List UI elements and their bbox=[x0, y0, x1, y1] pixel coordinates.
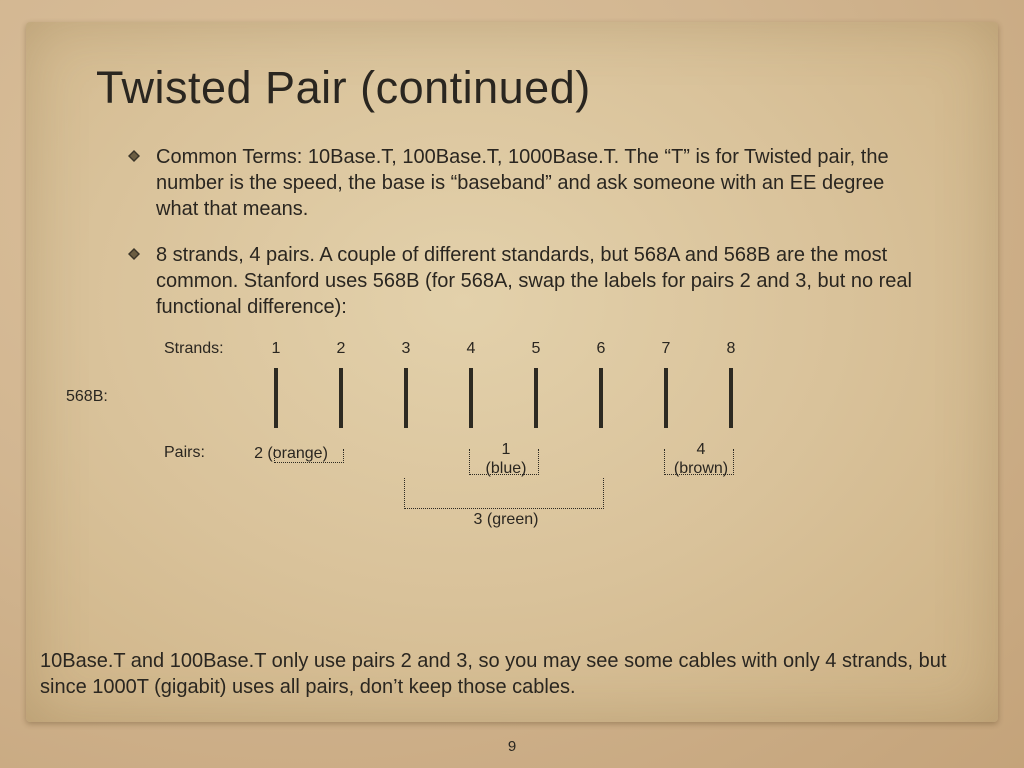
pair-label: 2 (orange) bbox=[246, 444, 336, 463]
pairs-label: Pairs: bbox=[164, 444, 205, 462]
strand-bar bbox=[599, 368, 603, 428]
strand-bar bbox=[404, 368, 408, 428]
strand-number: 2 bbox=[331, 340, 351, 358]
strand-bar bbox=[274, 368, 278, 428]
bullet-diamond-icon bbox=[128, 248, 140, 260]
strand-number: 6 bbox=[591, 340, 611, 358]
strand-number: 1 bbox=[266, 340, 286, 358]
strands-label: Strands: bbox=[164, 340, 224, 358]
bullet-item: 8 strands, 4 pairs. A couple of differen… bbox=[128, 242, 928, 320]
pair-label: 1 (blue) bbox=[476, 440, 536, 478]
strand-number: 8 bbox=[721, 340, 741, 358]
strand-bar bbox=[339, 368, 343, 428]
strand-bar bbox=[469, 368, 473, 428]
footer-paragraph: 10Base.T and 100Base.T only use pairs 2 … bbox=[40, 648, 980, 700]
page-number: 9 bbox=[0, 738, 1024, 755]
pair-bracket bbox=[404, 478, 604, 509]
bullet-item: Common Terms: 10Base.T, 100Base.T, 1000B… bbox=[128, 144, 928, 222]
strand-bar bbox=[664, 368, 668, 428]
strand-number: 3 bbox=[396, 340, 416, 358]
slide-content: Twisted Pair (continued) Common Terms: 1… bbox=[26, 22, 998, 722]
slide-title: Twisted Pair (continued) bbox=[96, 62, 928, 114]
strand-bar bbox=[534, 368, 538, 428]
strand-number: 7 bbox=[656, 340, 676, 358]
strand-pair-diagram: Strands: 568B: Pairs: 1 2 3 4 5 6 7 8 2 (orange) 1 (… bbox=[66, 340, 896, 550]
strand-bar bbox=[729, 368, 733, 428]
bullet-text: 8 strands, 4 pairs. A couple of differen… bbox=[156, 242, 928, 320]
strand-number: 4 bbox=[461, 340, 481, 358]
bullet-diamond-icon bbox=[128, 150, 140, 162]
strand-number: 5 bbox=[526, 340, 546, 358]
standard-label: 568B: bbox=[66, 388, 108, 406]
pair-label: 3 (green) bbox=[466, 510, 546, 529]
bullet-list: Common Terms: 10Base.T, 100Base.T, 1000B… bbox=[96, 144, 928, 320]
bullet-text: Common Terms: 10Base.T, 100Base.T, 1000B… bbox=[156, 144, 928, 222]
pair-label: 4 (brown) bbox=[666, 440, 736, 478]
